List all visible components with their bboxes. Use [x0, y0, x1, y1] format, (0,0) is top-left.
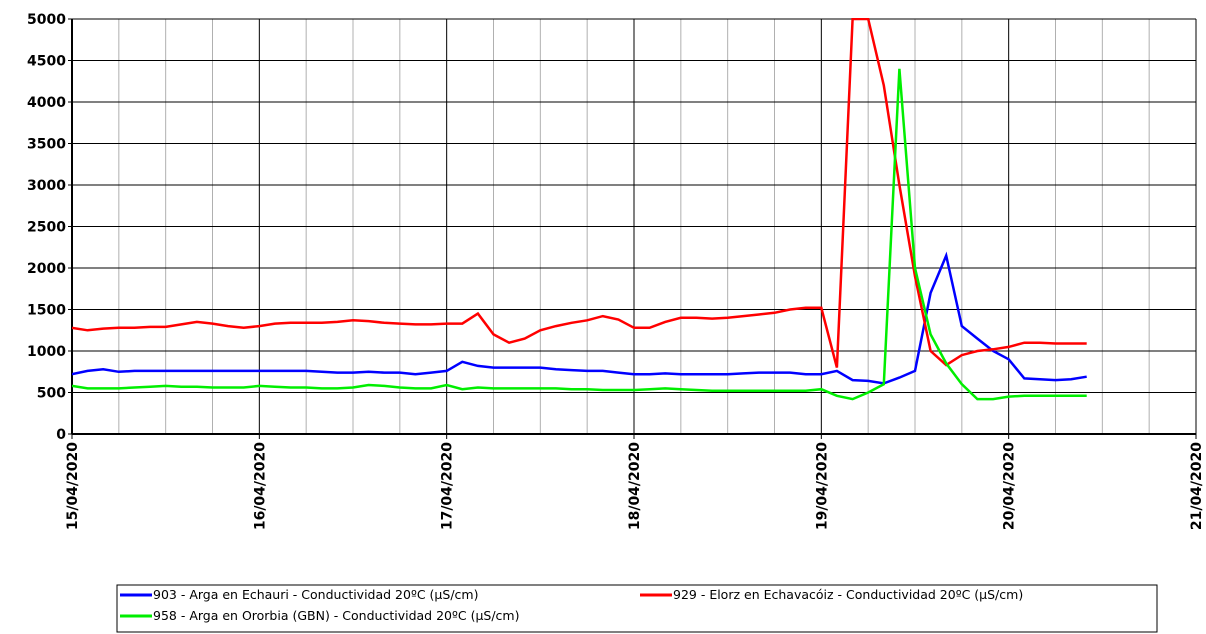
- y-tick-label: 500: [37, 386, 66, 402]
- x-tick-label: 15/04/2020: [65, 442, 81, 530]
- y-tick-label: 1000: [27, 344, 66, 360]
- x-tick-label: 16/04/2020: [252, 442, 268, 530]
- x-tick-label: 18/04/2020: [627, 442, 643, 530]
- y-tick-label: 3500: [27, 137, 66, 153]
- x-tick-label: 20/04/2020: [1002, 442, 1018, 530]
- series-line: [72, 18, 1087, 368]
- x-tick-label: 17/04/2020: [440, 442, 456, 530]
- y-tick-label: 0: [56, 427, 66, 443]
- y-tick-label: 4000: [27, 95, 66, 111]
- y-tick-label: 4500: [27, 54, 66, 70]
- y-tick-label: 2500: [27, 220, 66, 236]
- y-tick-label: 3000: [27, 178, 66, 194]
- x-tick-label: 21/04/2020: [1189, 442, 1205, 530]
- legend-label: 929 - Elorz en Echavacóiz - Conductivida…: [673, 587, 1023, 602]
- legend-label: 958 - Arga en Ororbia (GBN) - Conductivi…: [153, 608, 519, 623]
- y-tick-label: 5000: [27, 12, 66, 28]
- series-line: [72, 251, 1087, 385]
- legend-label: 903 - Arga en Echauri - Conductividad 20…: [153, 587, 478, 602]
- legend-box: [116, 584, 1158, 633]
- series-line: [72, 68, 1087, 401]
- y-tick-label: 2000: [27, 261, 66, 277]
- y-tick-label: 1500: [27, 303, 66, 319]
- x-tick-label: 19/04/2020: [814, 442, 830, 530]
